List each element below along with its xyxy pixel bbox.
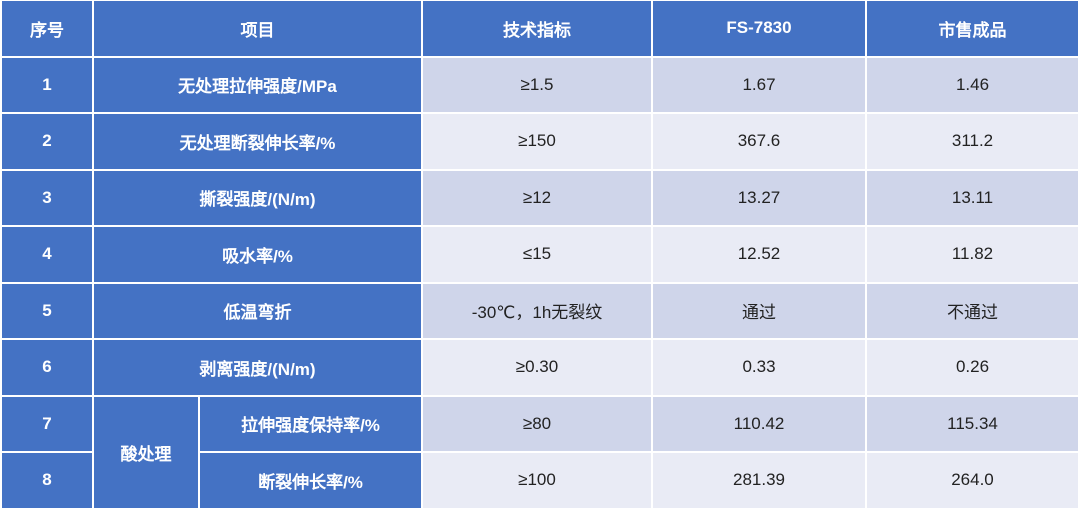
table-cell: ≤15 bbox=[423, 227, 651, 282]
table-cell: 酸处理 bbox=[94, 396, 198, 508]
table-cell: 断裂伸长率/% bbox=[200, 453, 421, 508]
table-cell: 剥离强度/(N/m) bbox=[94, 340, 421, 395]
table-cell: 无处理断裂伸长率/% bbox=[94, 114, 421, 169]
table-cell: 无处理拉伸强度/MPa bbox=[94, 57, 421, 112]
table-cell: 12.52 bbox=[653, 227, 865, 282]
table-cell: 8 bbox=[2, 453, 92, 508]
table-cell: ≥80 bbox=[423, 396, 651, 451]
table-cell: 2 bbox=[2, 114, 92, 169]
table-cell: ≥100 bbox=[423, 453, 651, 508]
table-cell: 0.26 bbox=[867, 340, 1078, 395]
table-cell: 11.82 bbox=[867, 227, 1078, 282]
header-cell: 市售成品 bbox=[867, 1, 1078, 56]
table-cell: 7 bbox=[2, 396, 92, 451]
table-cell: 281.39 bbox=[653, 453, 865, 508]
table-cell: 13.11 bbox=[867, 170, 1078, 225]
table-cell: 1.46 bbox=[867, 57, 1078, 112]
header-cell: FS-7830 bbox=[653, 1, 865, 56]
table-cell: 115.34 bbox=[867, 396, 1078, 451]
table-cell: -30℃，1h无裂纹 bbox=[423, 283, 651, 338]
header-cell: 项目 bbox=[94, 1, 421, 56]
header-row: 序号 项目 技术指标 FS-7830 市售成品 bbox=[2, 1, 1078, 56]
table-cell: 低温弯折 bbox=[94, 283, 421, 338]
table-cell: 不通过 bbox=[867, 283, 1078, 338]
table-row: 8 断裂伸长率/% ≥100 281.39 264.0 bbox=[2, 453, 1078, 508]
table-cell: 拉伸强度保持率/% bbox=[200, 396, 421, 451]
table-cell: 110.42 bbox=[653, 396, 865, 451]
table-cell: 4 bbox=[2, 227, 92, 282]
header-cell: 序号 bbox=[2, 1, 92, 56]
table-cell: 3 bbox=[2, 170, 92, 225]
table-row: 7 酸处理 拉伸强度保持率/% ≥80 110.42 115.34 bbox=[2, 396, 1078, 508]
table-row: 6 剥离强度/(N/m) ≥0.30 0.33 0.26 bbox=[2, 340, 1078, 395]
table-row: 5 低温弯折 -30℃，1h无裂纹 通过 不通过 bbox=[2, 283, 1078, 338]
table-cell: 1.67 bbox=[653, 57, 865, 112]
table-cell: 6 bbox=[2, 340, 92, 395]
table-cell: 0.33 bbox=[653, 340, 865, 395]
table-cell: 撕裂强度/(N/m) bbox=[94, 170, 421, 225]
table-cell: 5 bbox=[2, 283, 92, 338]
table-row: 2 无处理断裂伸长率/% ≥150 367.6 311.2 bbox=[2, 114, 1078, 169]
table-cell: ≥0.30 bbox=[423, 340, 651, 395]
table-row: 1 无处理拉伸强度/MPa ≥1.5 1.67 1.46 bbox=[2, 57, 1078, 112]
table-cell: 13.27 bbox=[653, 170, 865, 225]
table-row: 4 吸水率/% ≤15 12.52 11.82 bbox=[2, 227, 1078, 282]
table-cell: 1 bbox=[2, 57, 92, 112]
table-cell: 311.2 bbox=[867, 114, 1078, 169]
table-cell: 吸水率/% bbox=[94, 227, 421, 282]
table-cell: 264.0 bbox=[867, 453, 1078, 508]
table-cell: ≥150 bbox=[423, 114, 651, 169]
table-cell: 通过 bbox=[653, 283, 865, 338]
header-cell: 技术指标 bbox=[423, 1, 651, 56]
table-cell: 367.6 bbox=[653, 114, 865, 169]
table-cell: ≥1.5 bbox=[423, 57, 651, 112]
table-row: 3 撕裂强度/(N/m) ≥12 13.27 13.11 bbox=[2, 170, 1078, 225]
table-cell: ≥12 bbox=[423, 170, 651, 225]
